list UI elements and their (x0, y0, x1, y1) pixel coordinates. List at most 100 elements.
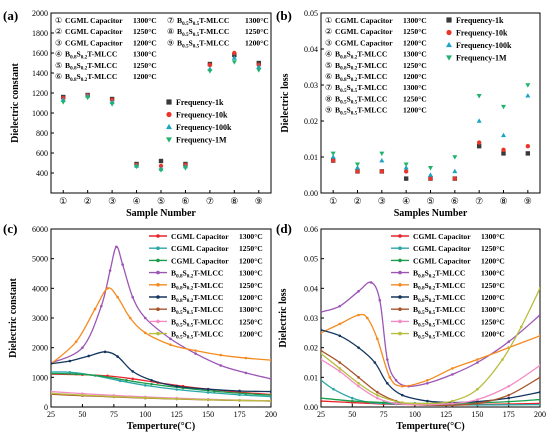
data-point (378, 298, 382, 302)
data-point (321, 349, 323, 352)
legend-marker (398, 234, 402, 238)
legend-sample-temp: 1200°C (133, 72, 157, 81)
legend-series-name: B0.5S0.5T-MLCC (171, 330, 223, 341)
data-point (321, 352, 323, 355)
y-tick-label: 0.00 (304, 189, 318, 198)
x-tick-label: ⑤ (426, 196, 434, 206)
legend-marker (156, 246, 160, 250)
data-point (338, 304, 342, 308)
legend-series-temp: 1200°C (481, 330, 505, 339)
legend-sample-number: ⑨ (167, 38, 174, 47)
data-point (538, 376, 540, 379)
legend-series-name: B0.8S0.2T-MLCC (171, 269, 223, 280)
data-point (403, 176, 409, 181)
data-point (394, 402, 398, 405)
y-tick-label: 0 (44, 403, 48, 412)
data-point (112, 395, 116, 398)
x-tick-label: 200 (534, 410, 546, 419)
legend-sample-name: B0.5S0.5T-MLCC (335, 83, 387, 94)
data-point (143, 331, 147, 335)
data-point (244, 392, 248, 395)
data-point (330, 158, 336, 163)
x-tick-label: 150 (202, 410, 214, 419)
legend-sample-temp: 1200°C (245, 38, 269, 47)
data-point (426, 399, 429, 403)
data-point (476, 361, 479, 364)
data-point (476, 118, 482, 123)
data-point (169, 343, 172, 347)
data-point (115, 245, 118, 249)
legend-sample-name: B0.5S0.5T-MLCC (335, 106, 387, 117)
legend-marker (166, 99, 172, 105)
data-point (376, 390, 379, 394)
y-tick-label: 600 (36, 149, 48, 158)
y-tick-label: 4000 (32, 284, 48, 293)
legend-series-temp: 1300°C (481, 305, 505, 314)
legend-series-name: B0.5S0.5T-MLCC (413, 330, 465, 341)
legend-series-temp: 1250°C (481, 281, 505, 290)
legend-series-name: Frequency-10k (176, 111, 228, 120)
data-point (538, 364, 540, 367)
data-point (206, 391, 210, 394)
data-point (538, 334, 540, 338)
x-axis-label: Temperture(°C) (396, 421, 464, 432)
data-point (403, 169, 409, 174)
data-point (121, 263, 124, 266)
data-point (175, 388, 179, 391)
x-tick-label: 125 (171, 410, 183, 419)
legend-series-name: Frequency-10k (456, 29, 508, 38)
data-point (338, 367, 342, 370)
legend-series-temp: 1250°C (239, 281, 263, 290)
x-tick-label: ⑦ (206, 196, 214, 206)
legend-sample-temp: 1250°C (403, 27, 427, 36)
data-point (269, 399, 271, 403)
x-axis-label: Sample Number (126, 208, 196, 219)
data-point (244, 371, 248, 375)
x-tick-label: 175 (503, 410, 515, 419)
data-point (332, 387, 335, 391)
legend-series-name: CGML Capacitor (413, 232, 471, 241)
legend-sample-number: ⑥ (55, 72, 62, 81)
data-point (269, 377, 271, 381)
data-point (394, 379, 398, 382)
data-point (427, 172, 434, 177)
data-point (330, 151, 336, 157)
y-tick-label: 0.00 (304, 403, 318, 412)
legend-sample-temp: 1300°C (403, 16, 427, 25)
x-tick-label: ⑦ (475, 196, 483, 206)
data-point (232, 50, 237, 56)
legend-sample-name: B0.5S0.5T-MLCC (177, 16, 229, 27)
data-point (194, 352, 197, 355)
data-point (231, 55, 237, 60)
legend-series-name: CGML Capacitor (413, 244, 471, 253)
data-point (68, 359, 72, 363)
y-tick-label: 800 (36, 129, 48, 138)
data-point (357, 290, 360, 293)
data-point (357, 384, 360, 388)
data-point (103, 350, 107, 354)
legend-sample-temp: 1250°C (403, 94, 427, 103)
legend-sample-temp: 1200°C (403, 72, 427, 81)
data-point (256, 68, 262, 73)
legend-series-temp: 1300°C (481, 269, 505, 278)
data-point (330, 154, 336, 159)
series-lines (51, 245, 271, 403)
data-point (269, 390, 271, 393)
y-tick-label: 0.04 (304, 284, 318, 293)
data-point (376, 393, 379, 397)
y-tick-label: 6000 (32, 225, 48, 234)
legend-marker (398, 295, 402, 299)
legend-sample-temp: 1200°C (403, 38, 427, 47)
series-line (321, 313, 540, 387)
series-line (321, 350, 540, 406)
data-point (401, 393, 404, 397)
data-point (538, 287, 540, 290)
data-point (476, 140, 482, 145)
data-point (134, 164, 140, 170)
data-point (386, 358, 389, 361)
legend-marker (398, 307, 402, 312)
legend-sample-temp: 1300°C (403, 50, 427, 59)
x-tick-label: 75 (380, 410, 388, 419)
series-line (51, 392, 271, 402)
